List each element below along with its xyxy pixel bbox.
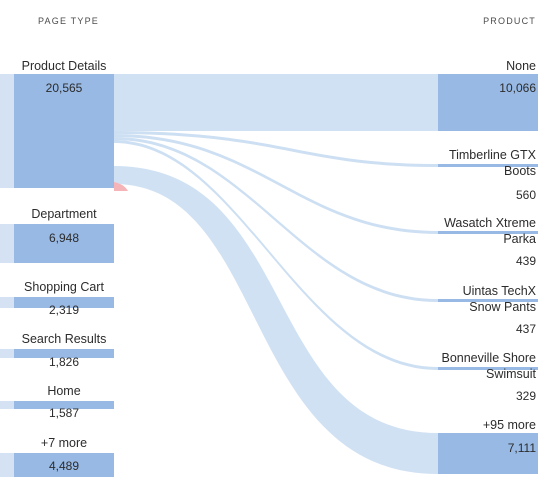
node-bar-bonneville[interactable]: [438, 367, 538, 370]
node-label-timberline-line2: Boots: [504, 164, 536, 178]
node-bar-home[interactable]: [14, 401, 114, 409]
node-label-wasatch-line1: Wasatch Xtreme: [444, 216, 536, 230]
flow-product-details-none[interactable]: [114, 74, 438, 131]
node-value-none: 10,066: [499, 81, 536, 95]
node-label-uintas-line1: Uintas TechX: [462, 284, 536, 298]
node-label-timberline-line1: Timberline GTX: [448, 148, 536, 162]
node-value-shopping-cart: 2,319: [48, 303, 80, 317]
product-header: PRODUCT: [483, 16, 536, 26]
node-value-uintas: 437: [515, 322, 536, 336]
left-strip: [0, 349, 14, 358]
node-bar-shopping-cart[interactable]: [14, 297, 114, 308]
node-bar-product-details[interactable]: [14, 74, 114, 188]
left-strip: [0, 74, 14, 188]
left-strip: [0, 401, 14, 409]
node-label-more-page-types: +7 more: [40, 436, 88, 450]
flow-product-details-more[interactable]: [114, 166, 438, 474]
node-value-more-page-types: 4,489: [48, 459, 80, 473]
page-type-header: PAGE TYPE: [38, 16, 99, 26]
node-value-home: 1,587: [48, 406, 80, 420]
node-label-department: Department: [31, 207, 97, 221]
flow-accent: [114, 182, 128, 191]
node-value-search-results: 1,826: [48, 355, 80, 369]
flow-product-details-uintas[interactable]: [114, 137, 438, 302]
node-label-bonneville-line2: Swimsuit: [485, 367, 536, 381]
node-label-shopping-cart: Shopping Cart: [24, 280, 104, 294]
node-label-home: Home: [47, 384, 81, 398]
node-value-timberline: 560: [515, 188, 536, 202]
node-value-bonneville: 329: [515, 389, 536, 403]
node-label-more-products: +95 more: [482, 418, 536, 432]
node-bar-search-results[interactable]: [14, 349, 114, 358]
node-bar-none[interactable]: [438, 74, 538, 131]
node-label-search-results: Search Results: [21, 332, 107, 346]
node-label-product-details: Product Details: [21, 59, 107, 73]
node-bar-more-products[interactable]: [438, 433, 538, 474]
node-value-more-products: 7,111: [507, 441, 536, 455]
flow-product-details-timberline[interactable]: [114, 131, 438, 167]
node-value-department: 6,948: [48, 231, 80, 245]
left-strip: [0, 297, 14, 308]
node-label-uintas-line2: Snow Pants: [469, 300, 536, 314]
node-label-bonneville-line1: Bonneville Shore: [441, 351, 536, 365]
node-bar-timberline[interactable]: [438, 164, 538, 167]
node-value-wasatch: 439: [515, 254, 536, 268]
left-strip: [0, 224, 14, 263]
node-label-wasatch-line2: Parka: [503, 232, 536, 246]
node-bar-more-page-types[interactable]: [14, 453, 114, 477]
node-value-product-details: 20,565: [45, 81, 83, 95]
node-bar-department[interactable]: [14, 224, 114, 263]
node-label-none: None: [506, 59, 536, 73]
node-bar-wasatch[interactable]: [438, 231, 538, 234]
left-strip: [0, 453, 14, 477]
node-bar-uintas[interactable]: [438, 299, 538, 302]
